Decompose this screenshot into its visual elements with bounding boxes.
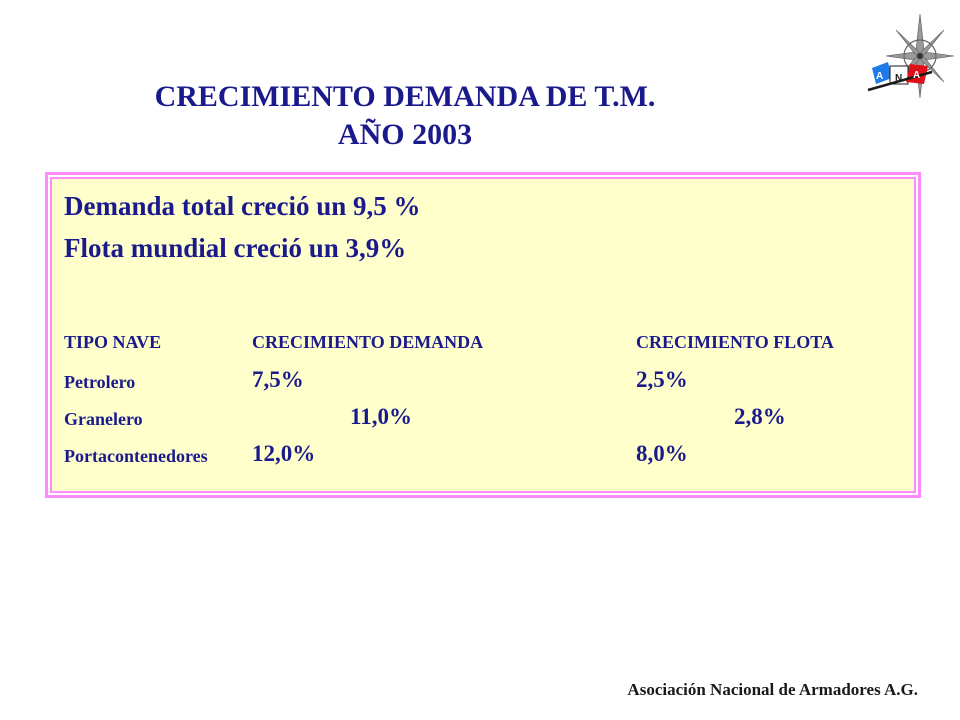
header-tipo-nave: TIPO NAVE: [64, 332, 162, 352]
title-line-1: CRECIMIENTO DEMANDA DE T.M.: [154, 80, 656, 113]
header-crecimiento-flota: CRECIMIENTO FLOTA: [636, 332, 834, 352]
row-petrolero-tipo: Petrolero: [64, 372, 136, 392]
row-granelero-tipo: Granelero: [64, 409, 143, 429]
demand-summary: Demanda total creció un 9,5 %: [64, 191, 421, 221]
title-line-2: AÑO 2003: [337, 118, 473, 151]
row-petrolero-demanda: 7,5%: [252, 367, 304, 392]
logo-letter-a2: A: [913, 70, 920, 81]
header-crecimiento-demanda: CRECIMIENTO DEMANDA: [252, 332, 484, 352]
row-granelero-demanda: 11,0%: [350, 404, 412, 429]
slide-title: CRECIMIENTO DEMANDA DE T.M. AÑO 2003: [0, 78, 810, 154]
logo-letter-n: N: [895, 73, 902, 84]
row-granelero-flota: 2,8%: [734, 404, 786, 429]
ana-flags: A N A: [867, 62, 933, 92]
row-petrolero-flota: 2,5%: [636, 367, 688, 392]
row-portacontenedores-demanda: 12,0%: [252, 441, 316, 466]
ana-compass-logo: A N A: [867, 13, 954, 99]
content-panel: Demanda total creció un 9,5 % Flota mund…: [45, 172, 921, 498]
fleet-summary: Flota mundial creció un 3,9%: [64, 233, 407, 263]
row-portacontenedores-flota: 8,0%: [636, 441, 688, 466]
compass-rose-icon: [885, 13, 954, 99]
row-portacontenedores-tipo: Portacontenedores: [64, 446, 208, 466]
logo-letter-a1: A: [876, 71, 883, 82]
footer-organization: Asociación Nacional de Armadores A.G.: [627, 680, 918, 699]
